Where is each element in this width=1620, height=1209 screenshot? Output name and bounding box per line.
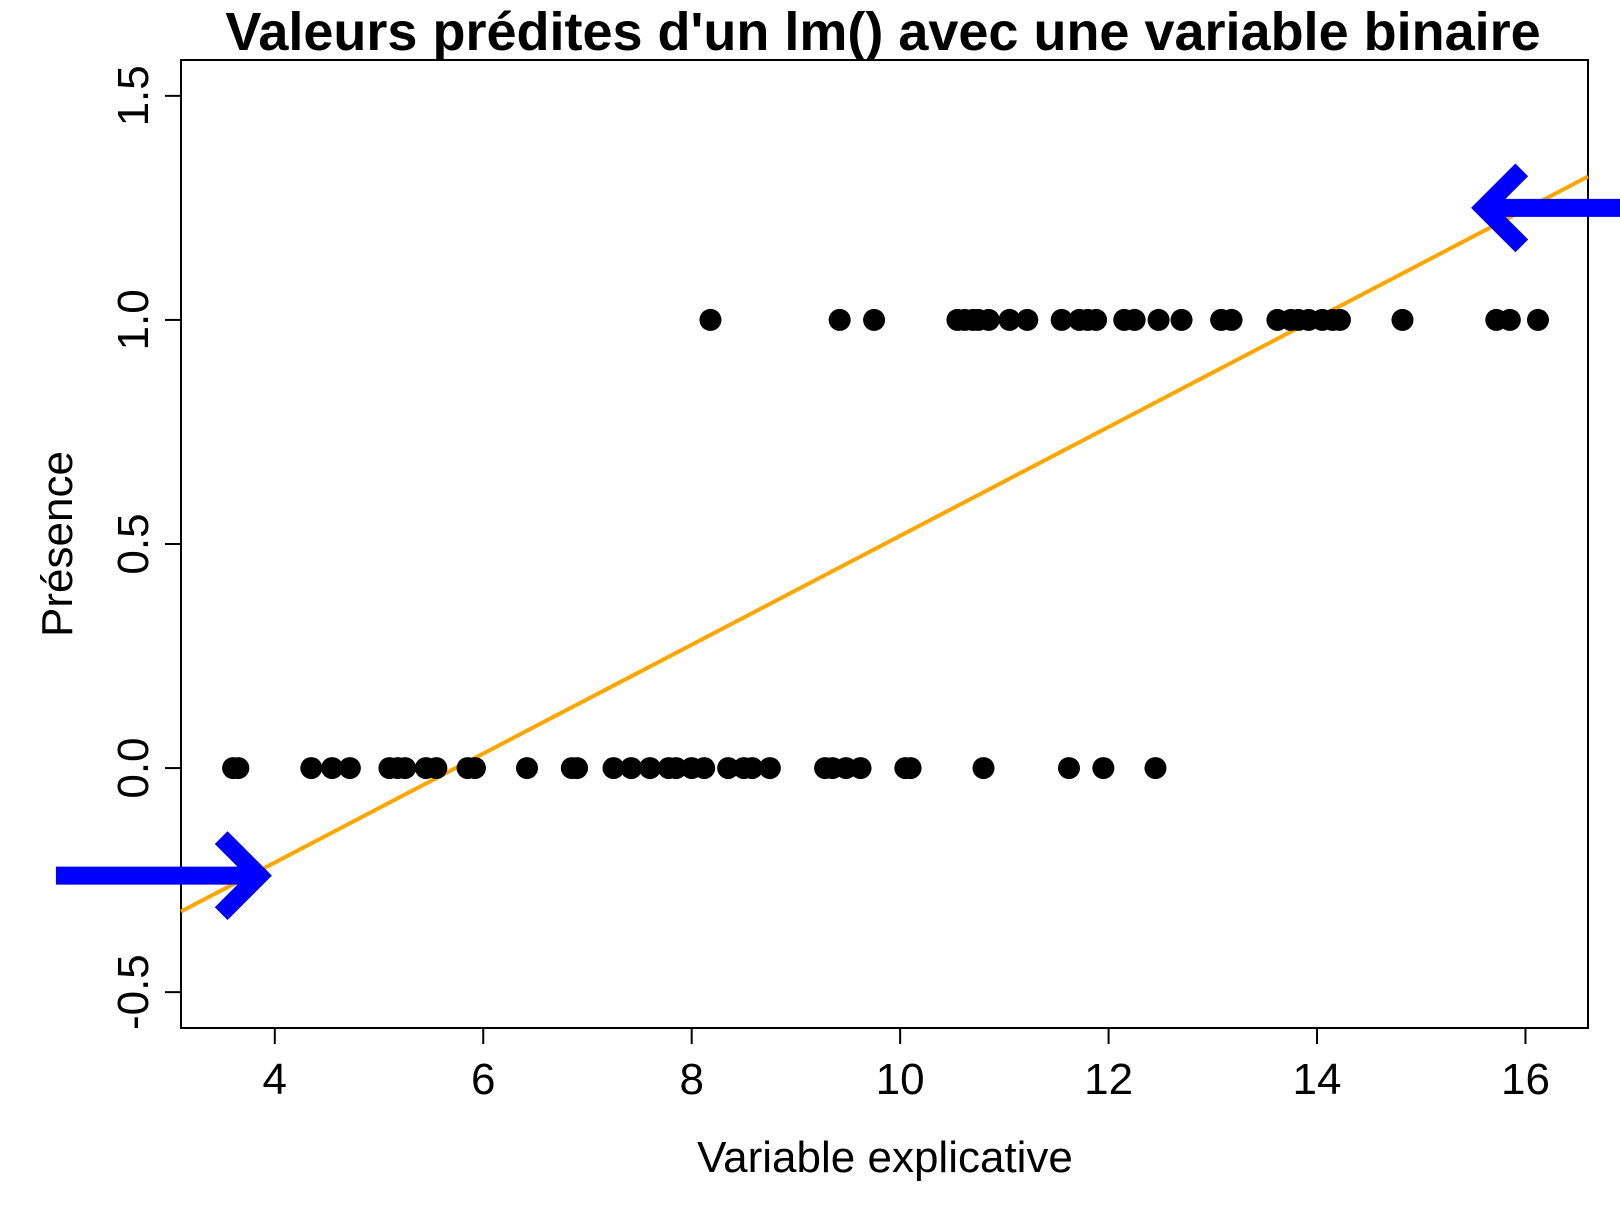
data-point: [463, 757, 486, 780]
x-tick-label: 12: [1084, 1055, 1133, 1104]
y-tick-label: 1.5: [109, 65, 158, 126]
data-point: [227, 757, 250, 780]
data-point: [394, 757, 417, 780]
data-point: [998, 308, 1021, 331]
data-point: [338, 757, 361, 780]
data-point: [1147, 308, 1170, 331]
x-tick-label: 10: [876, 1055, 925, 1104]
data-point: [899, 757, 922, 780]
data-point: [639, 757, 661, 780]
data-point: [1050, 308, 1073, 331]
data-point: [1328, 308, 1351, 331]
data-point: [321, 757, 344, 780]
x-tick-label: 16: [1501, 1055, 1550, 1104]
data-point: [1057, 757, 1080, 780]
y-axis: -0.5 0.0 0.5 1.0 1.5: [109, 65, 182, 1030]
data-point: [828, 308, 851, 331]
x-tick-label: 8: [679, 1055, 703, 1104]
data-point: [566, 757, 589, 780]
arrow-right-icon: [55, 831, 272, 920]
data-point: [1526, 308, 1549, 331]
data-point: [1016, 308, 1039, 331]
y-axis-label: Présence: [33, 451, 82, 637]
data-point: [849, 757, 872, 780]
regression-line: [180, 174, 1589, 914]
arrow-left-icon: [1471, 163, 1620, 253]
data-point: [741, 757, 764, 780]
data-point: [1498, 308, 1521, 331]
y-tick-label: 0.5: [109, 513, 158, 574]
data-point: [602, 757, 625, 780]
x-axis-label: Variable explicative: [697, 1133, 1073, 1182]
x-tick-label: 4: [263, 1055, 287, 1104]
data-point: [1144, 757, 1167, 780]
data-point: [972, 757, 995, 780]
data-point: [699, 308, 722, 331]
x-tick-label: 14: [1293, 1055, 1342, 1104]
y-tick-label: -0.5: [109, 954, 158, 1030]
data-point: [977, 308, 1000, 331]
data-point: [665, 757, 688, 780]
data-point: [758, 757, 781, 780]
x-tick-label: 6: [471, 1055, 495, 1104]
data-points: [222, 308, 1549, 780]
y-tick-label: 1.0: [109, 289, 158, 350]
arrow-head: [214, 831, 272, 920]
data-point: [1123, 308, 1146, 331]
data-point: [1220, 308, 1243, 331]
data-point: [516, 757, 539, 780]
data-point: [717, 757, 740, 780]
data-point: [300, 757, 323, 780]
data-point: [693, 757, 716, 780]
y-tick-label: 0.0: [109, 737, 158, 798]
data-point: [620, 757, 643, 780]
data-point: [1085, 308, 1108, 331]
arrow-head: [1471, 163, 1529, 253]
regression-line-group: [180, 174, 1589, 914]
data-point: [1391, 308, 1414, 331]
data-point: [1170, 308, 1193, 331]
annotations: [55, 163, 1620, 920]
data-point: [1092, 757, 1115, 780]
data-point: [425, 757, 448, 780]
x-axis: 4 6 8 10 12 14 16: [263, 1027, 1550, 1104]
data-point: [863, 308, 886, 331]
chart-title: Valeurs prédites d'un lm() avec une vari…: [225, 2, 1540, 62]
